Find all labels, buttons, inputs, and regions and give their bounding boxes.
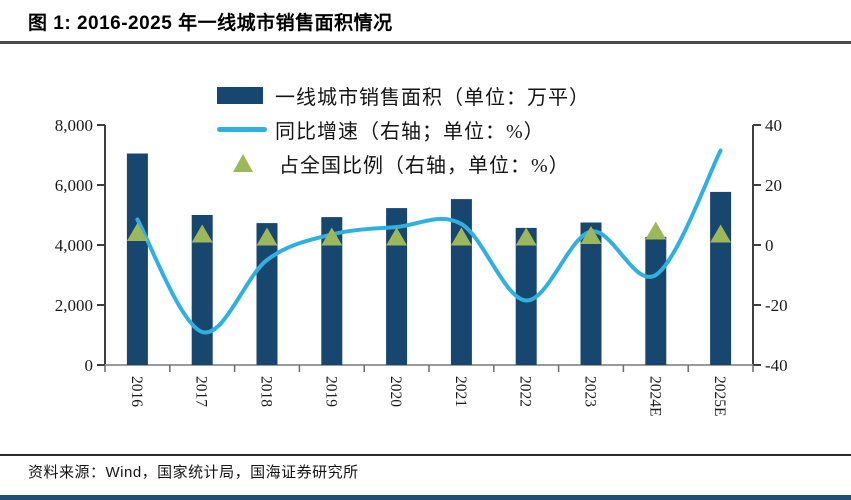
legend-item-yoy-growth: 同比增速（右轴；单位：%） [217,112,590,146]
legend-label: 一线城市销售面积（单位：万平） [275,86,590,109]
national-share-triangle [450,227,472,246]
y-axis-right-label: 20 [765,176,782,195]
y-axis-left-label: 4,000 [55,236,93,255]
x-tick-label: 2018 [258,376,275,407]
y-axis-right-label: 40 [765,116,782,135]
sales-area-bar [321,217,343,365]
x-tick-label: 2019 [322,376,339,407]
legend-item-national-share: 占全国比例（右轴，单位：%） [217,146,590,180]
sales-area-bar [580,222,602,365]
legend-label: 占全国比例（右轴，单位：%） [279,154,570,177]
x-tick-label: 2017 [193,376,210,407]
source-note: 资料来源：Wind，国家统计局，国海证券研究所 [28,464,359,481]
y-axis-left-label: 0 [85,356,94,375]
chart-legend: 一线城市销售面积（单位：万平） 同比增速（右轴；单位：%） 占全国比例（右轴，单… [217,78,590,180]
national-share-triangle [386,227,408,246]
national-share-triangle [580,226,602,244]
legend-triangle-swatch-icon [233,154,253,172]
x-tick-label: 2022 [517,376,534,407]
sales-area-bar [645,236,667,365]
legend-bar-swatch-icon [217,86,263,104]
national-share-triangle [126,223,148,241]
x-tick-label: 2021 [452,376,469,407]
source-divider [0,454,851,456]
y-axis-left-label: 6,000 [55,176,93,195]
y-axis-right-label: -40 [765,356,788,375]
x-tick-label: 2016 [128,376,145,407]
national-share-triangle [645,221,667,240]
x-tick-label: 2025E [711,376,728,416]
sales-area-bar [386,208,408,365]
legend-line-swatch-icon [217,126,267,132]
footer-bar [0,495,851,500]
sales-area-bar [126,153,148,365]
y-axis-left-label: 2,000 [55,296,93,315]
x-tick-label: 2024E [646,376,663,416]
national-share-triangle [256,227,278,246]
sales-area-bar [515,227,537,365]
y-axis-right-label: 0 [765,236,774,255]
legend-label: 同比增速（右轴；单位：%） [275,120,545,143]
title-divider [0,41,851,44]
y-axis-right-label: -20 [765,296,788,315]
national-share-triangle [191,224,213,243]
x-tick-label: 2023 [582,376,599,407]
legend-item-sales-area: 一线城市销售面积（单位：万平） [217,78,590,112]
national-share-triangle [710,224,732,243]
figure-title: 图 1: 2016-2025 年一线城市销售面积情况 [28,13,393,34]
yoy-growth-line [135,148,723,335]
sales-area-bar [710,191,732,365]
x-tick-label: 2020 [387,376,404,407]
national-share-triangle [321,227,343,246]
y-axis-left-label: 8,000 [55,116,93,135]
national-share-triangle [515,227,537,246]
chart-svg: 0 2,000 4,000 6,000 8,000 -40 -20 0 20 40 2016 2017… [55,116,788,416]
